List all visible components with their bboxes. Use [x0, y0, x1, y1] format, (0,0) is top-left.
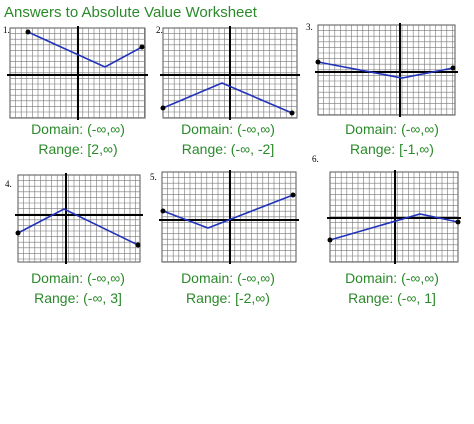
arrow-end [455, 219, 461, 225]
range: Range: [-2,∞) [186, 290, 270, 306]
range: Range: [-1,∞) [350, 141, 434, 157]
range: Range: (-∞, 3] [34, 290, 122, 306]
range: Range: (-∞, -2] [182, 141, 274, 157]
graph-line [17, 208, 139, 246]
range: Range: [2,∞) [38, 141, 117, 157]
graph-line [329, 213, 459, 241]
problem-number: 4. [5, 179, 12, 189]
arrow-end [25, 29, 31, 35]
problem-number: 2. [156, 25, 163, 35]
range: Range: (-∞, 1] [348, 290, 436, 306]
arrow-end [289, 110, 295, 116]
grid-box [17, 174, 141, 263]
title: Answers to Absolute Value Worksheet [4, 4, 258, 21]
domain: Domain: (-∞,∞) [345, 121, 439, 137]
graph-line [27, 31, 143, 68]
problem-number: 1. [3, 25, 10, 35]
graph-line [162, 82, 293, 114]
arrow-end [139, 44, 145, 50]
domain: Domain: (-∞,∞) [31, 270, 125, 286]
domain: Domain: (-∞,∞) [181, 270, 275, 286]
problem-number: 6. [312, 154, 319, 164]
graph-line [317, 61, 454, 79]
arrow-end [327, 237, 333, 243]
domain: Domain: (-∞,∞) [345, 270, 439, 286]
arrow-end [160, 208, 166, 214]
domain: Domain: (-∞,∞) [31, 121, 125, 137]
arrow-end [450, 65, 456, 71]
graph-line [162, 194, 294, 229]
arrow-end [290, 192, 296, 198]
problem-number: 3. [306, 22, 313, 32]
arrow-end [15, 230, 21, 236]
problem-number: 5. [150, 172, 157, 182]
arrow-end [315, 59, 321, 65]
arrow-end [135, 242, 141, 248]
domain: Domain: (-∞,∞) [181, 121, 275, 137]
arrow-end [160, 105, 166, 111]
